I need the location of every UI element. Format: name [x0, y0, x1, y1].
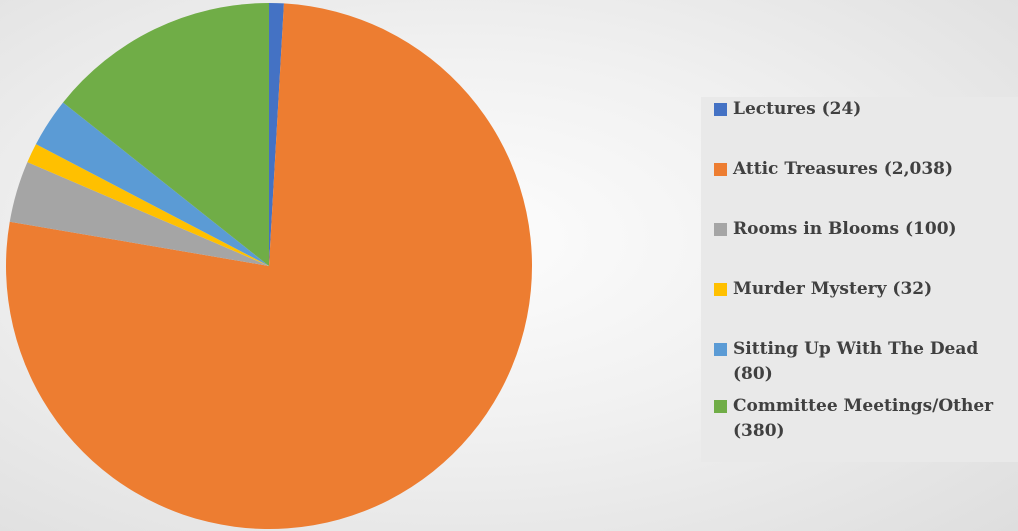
legend-item: Committee Meetings/Other (380): [714, 394, 1016, 444]
pie-slice-committee-meetings-other: [63, 3, 269, 266]
legend-item: Lectures (24): [714, 97, 1016, 122]
legend-item: Rooms in Blooms (100): [714, 217, 1016, 242]
pie-slice-attic-treasures: [6, 3, 533, 529]
legend-swatch: [714, 163, 727, 176]
pie-slice-lectures: [269, 2, 284, 266]
pie-slice-rooms-in-blooms: [9, 162, 269, 266]
legend-swatch: [714, 343, 727, 356]
chart-legend: Lectures (24) Attic Treasures (2,038) Room…: [701, 97, 1018, 462]
legend-swatch: [714, 103, 727, 116]
legend-label: Committee Meetings/Other (380): [733, 396, 994, 441]
pie-slice-murder-mystery: [27, 144, 269, 266]
legend-swatch: [714, 400, 727, 413]
legend-item: Attic Treasures (2,038): [714, 157, 1016, 182]
legend-swatch: [714, 223, 727, 236]
legend-item: Sitting Up With The Dead (80): [714, 337, 1016, 387]
legend-label: Lectures (24): [733, 99, 862, 119]
legend-swatch: [714, 283, 727, 296]
legend-label: Murder Mystery (32): [733, 279, 933, 299]
legend-label: Rooms in Blooms (100): [733, 219, 957, 239]
legend-label: Sitting Up With The Dead (80): [733, 339, 979, 384]
pie-slice-sitting-up-with-the-dead: [35, 102, 269, 266]
legend-item: Murder Mystery (32): [714, 277, 1016, 302]
legend-label: Attic Treasures (2,038): [733, 159, 954, 179]
